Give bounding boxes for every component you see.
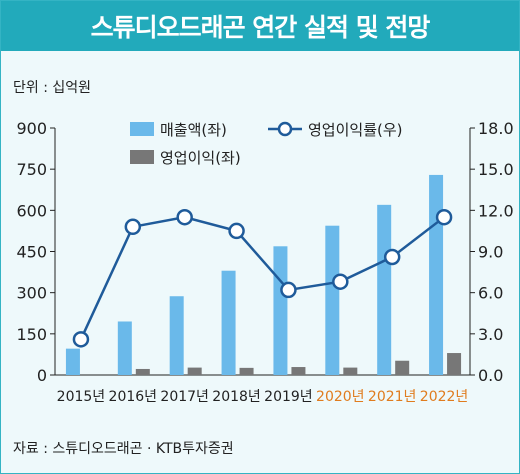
- op-income-bar: [239, 367, 254, 375]
- op-income-bar: [291, 367, 306, 375]
- x-tick-label: 2019년: [264, 389, 313, 405]
- unit-label: 단위 : 십억원: [13, 80, 92, 96]
- x-tick-label: 2020년: [316, 389, 365, 405]
- legend-swatch-op-income: [130, 150, 154, 164]
- revenue-bar: [325, 225, 340, 375]
- left-tick-label: 750: [16, 160, 47, 179]
- margin-point: [176, 208, 193, 226]
- revenue-bar: [65, 348, 80, 375]
- left-tick-label: 300: [16, 284, 47, 303]
- revenue-bar: [273, 246, 288, 375]
- chart-title: 스튜디오드래곤 연간 실적 및 전망: [90, 13, 431, 42]
- margin-point: [435, 208, 453, 226]
- x-tick-label: 2022년: [420, 389, 469, 405]
- left-tick-label: 900: [16, 119, 47, 138]
- margin-point: [332, 273, 349, 290]
- margin-point: [228, 222, 245, 240]
- right-tick-label: 0.0: [478, 366, 503, 385]
- revenue-bar: [429, 174, 444, 375]
- right-tick-label: 6.0: [478, 284, 503, 303]
- left-tick-label: 150: [16, 325, 47, 344]
- revenue-bar: [377, 204, 392, 375]
- legend-label-op-income: 영업이익(좌): [160, 149, 241, 167]
- x-tick-label: 2017년: [160, 389, 209, 405]
- op-income-bar: [187, 367, 202, 375]
- x-tick-label: 2015년: [57, 389, 106, 405]
- title-bar: 스튜디오드래곤 연간 실적 및 전망: [1, 1, 519, 51]
- margin-point: [124, 218, 142, 236]
- right-tick-label: 9.0: [478, 243, 503, 262]
- margin-point: [72, 331, 90, 348]
- source-note: 자료 : 스튜디오드래곤 · KTB투자증권: [13, 441, 234, 457]
- op-income-bar: [447, 353, 462, 375]
- margin-line: [79, 215, 445, 340]
- margin-point: [280, 281, 297, 299]
- left-tick-label: 600: [16, 201, 47, 220]
- x-tick-label: 2016년: [109, 389, 158, 405]
- op-income-bar: [135, 368, 150, 375]
- legend-label-margin: 영업이익률(우): [308, 121, 403, 139]
- op-income-bar: [395, 360, 410, 375]
- op-income-bar: [343, 367, 358, 375]
- right-tick-label: 12.0: [478, 201, 514, 220]
- right-tick-label: 18.0: [478, 119, 514, 138]
- x-tick-label: 2018년: [212, 389, 261, 405]
- margin-point: [383, 248, 401, 266]
- revenue-bar: [221, 270, 236, 375]
- x-tick-label: 2021년: [368, 389, 417, 405]
- legend-swatch-revenue: [130, 122, 154, 136]
- right-tick-label: 3.0: [478, 325, 503, 344]
- legend-marker-margin: [277, 121, 293, 137]
- left-tick-label: 450: [16, 243, 47, 262]
- left-tick-label: 0: [37, 366, 47, 385]
- revenue-bar: [117, 321, 132, 375]
- revenue-bar: [169, 296, 184, 375]
- legend-label-revenue: 매출액(좌): [160, 121, 227, 139]
- right-tick-label: 15.0: [478, 160, 514, 179]
